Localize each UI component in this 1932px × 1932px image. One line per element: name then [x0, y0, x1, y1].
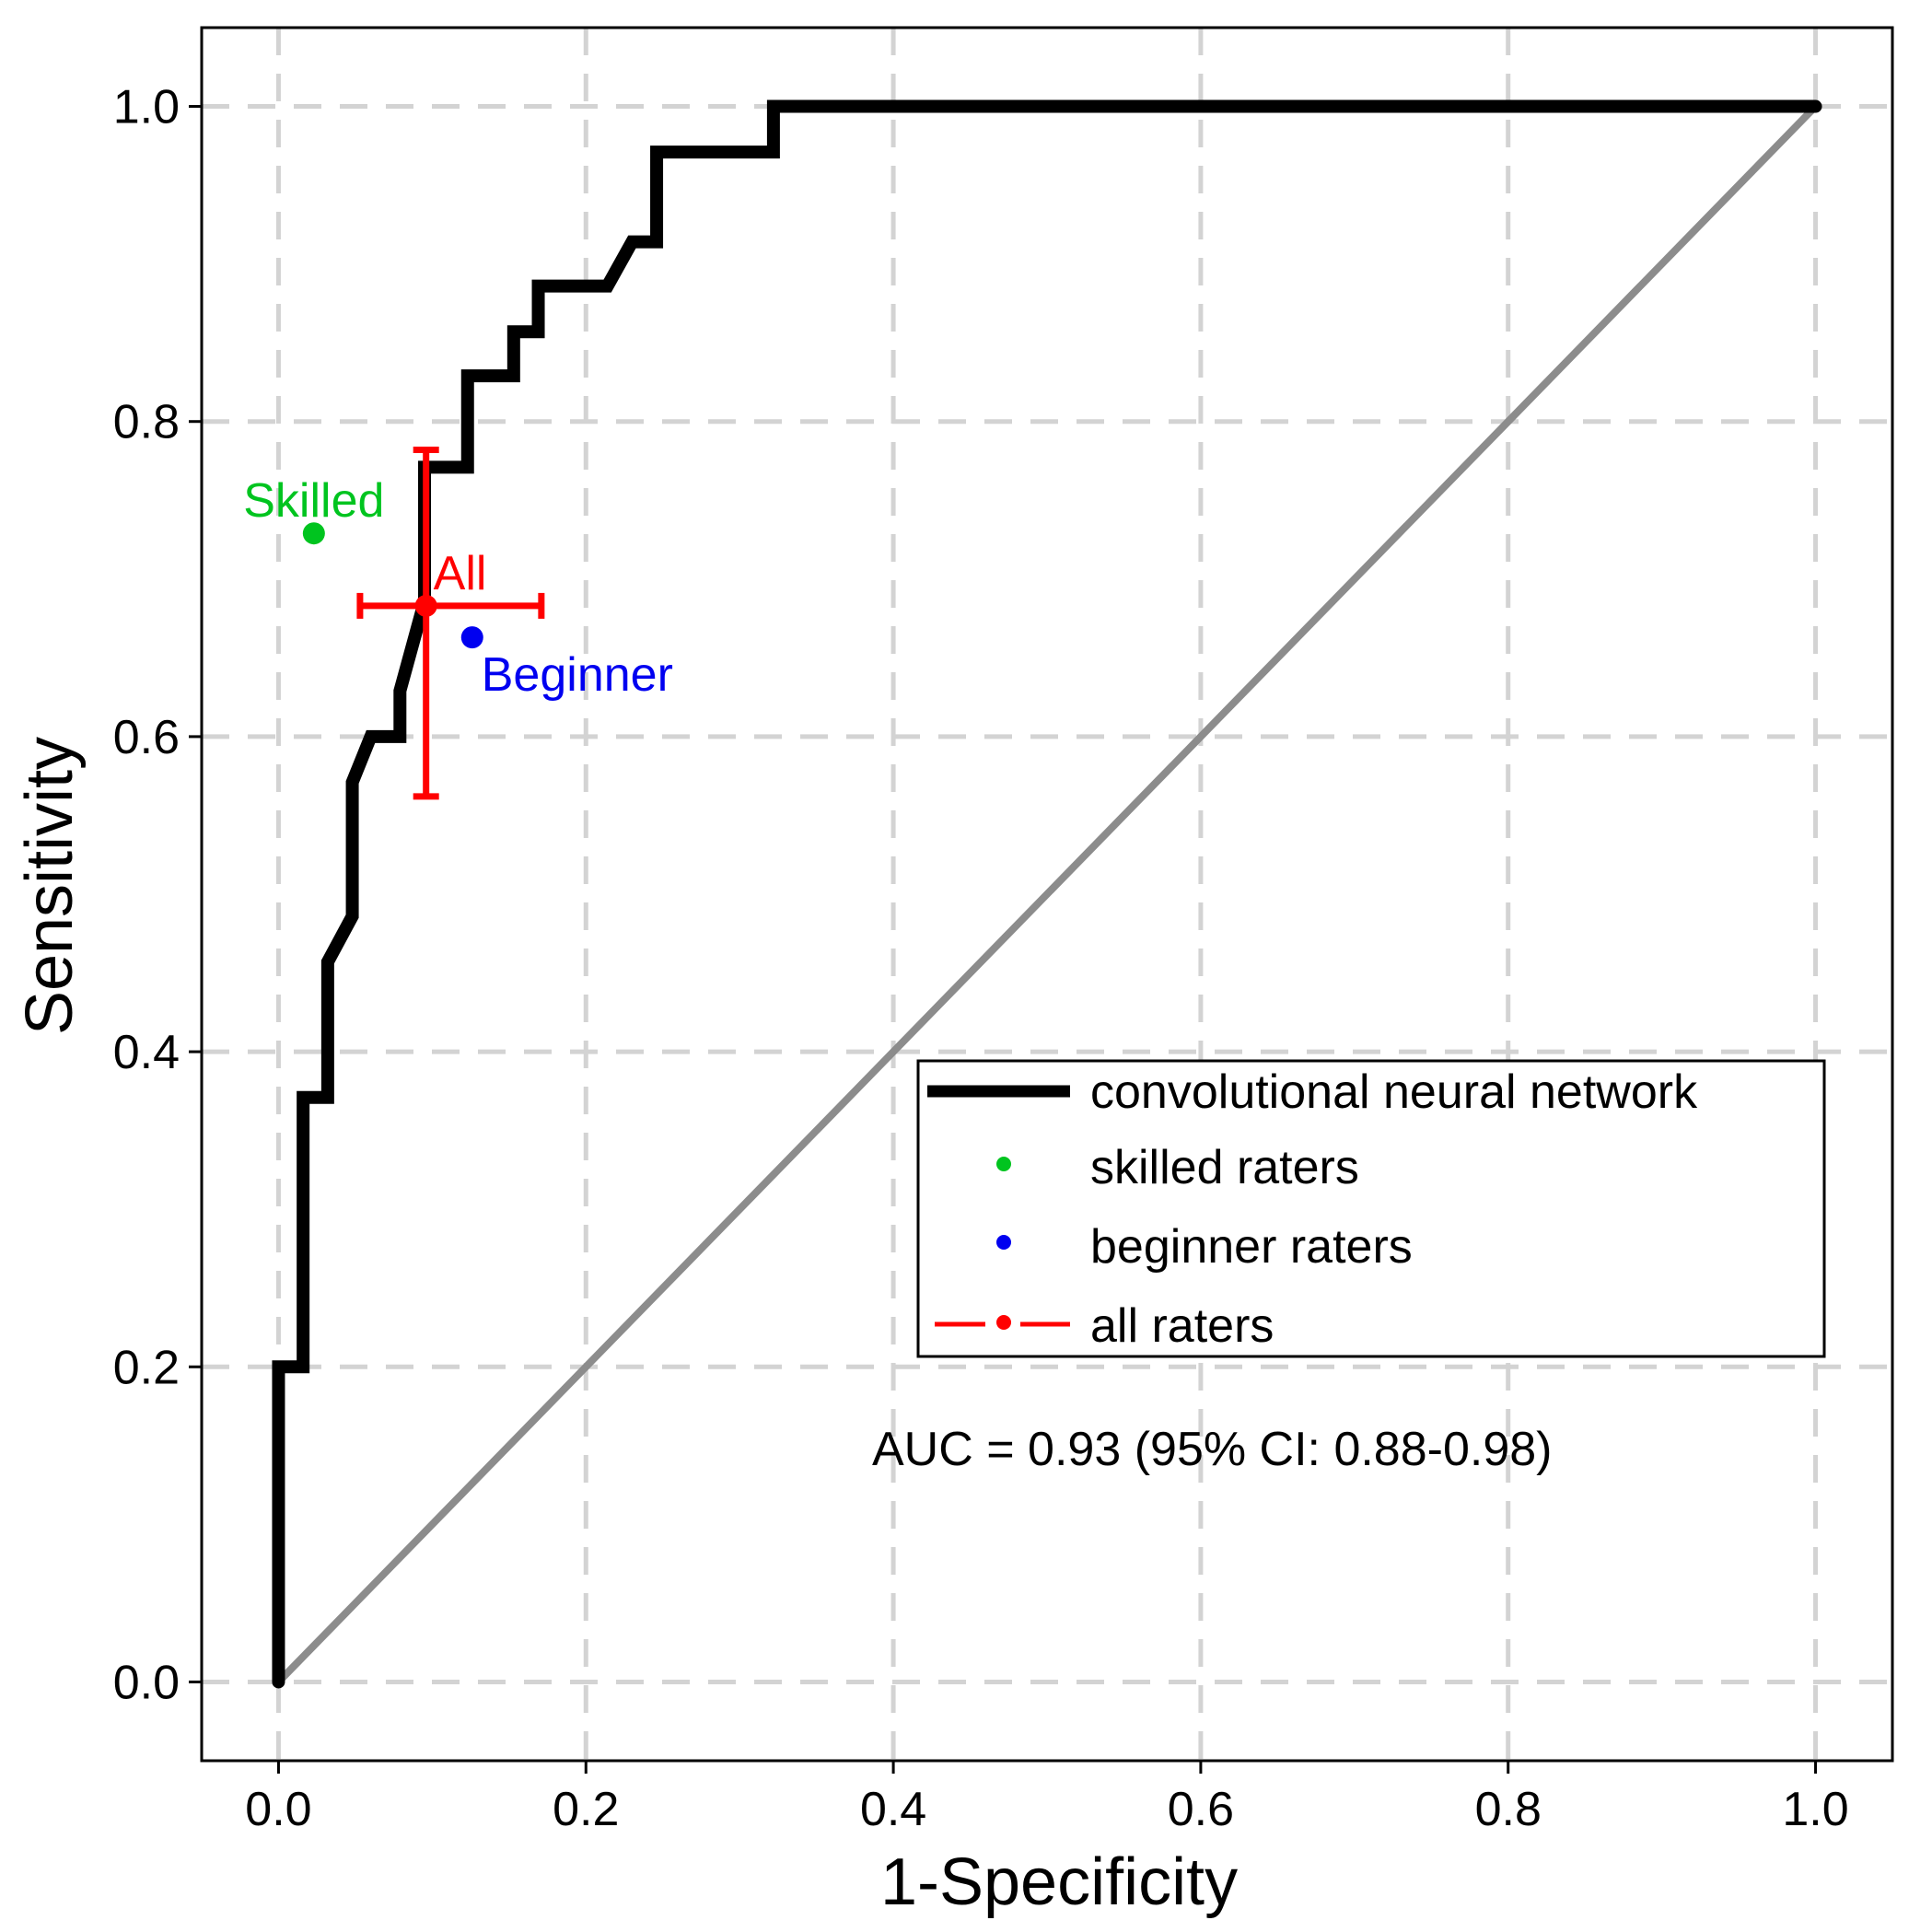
legend-label-skilled: skilled raters [1090, 1141, 1359, 1194]
x-axis-title: 1-Specificity [880, 1845, 1238, 1919]
plot-panel-border [200, 26, 1894, 1763]
auc-annotation: AUC = 0.93 (95% CI: 0.88-0.98) [872, 1423, 1553, 1476]
rater-points: Skilled Beginner All [243, 447, 673, 800]
legend-swatch-all-dot [996, 1315, 1011, 1330]
y-tick-label: 1.0 [113, 81, 180, 134]
x-tick-label: 0.2 [553, 1783, 619, 1836]
legend: convolutional neural network skilled rat… [916, 1059, 1826, 1358]
y-tick-label: 0.6 [113, 711, 180, 764]
x-tick-label: 0.4 [860, 1783, 926, 1836]
legend-box [916, 1059, 1826, 1358]
y-tick-label: 0.4 [113, 1026, 180, 1079]
all-raters-label: All [434, 547, 487, 600]
y-axis: 0.0 0.2 0.4 0.6 0.8 1.0 [113, 81, 202, 1709]
y-axis-title: Sensitivity [13, 737, 87, 1035]
x-tick-label: 0.6 [1168, 1783, 1234, 1836]
skilled-raters-label: Skilled [243, 474, 384, 528]
legend-swatch-skilled [996, 1157, 1011, 1171]
legend-label-beginner: beginner raters [1090, 1220, 1413, 1274]
x-tick-label: 0.8 [1475, 1783, 1542, 1836]
y-tick-label: 0.8 [113, 396, 180, 449]
legend-swatch-beginner [996, 1235, 1011, 1250]
beginner-raters-point [460, 626, 483, 649]
x-axis: 0.0 0.2 0.4 0.6 0.8 1.0 [245, 1761, 1849, 1836]
beginner-raters-label: Beginner [482, 648, 673, 702]
y-tick-label: 0.2 [113, 1341, 180, 1394]
chance-diagonal [274, 102, 1820, 1686]
chance-line [274, 102, 1820, 1686]
x-tick-label: 0.0 [245, 1783, 311, 1836]
legend-label-cnn: convolutional neural network [1090, 1065, 1698, 1119]
cnn-curve-line [272, 99, 1822, 1689]
all-raters-point [414, 594, 437, 617]
y-tick-label: 0.0 [113, 1656, 180, 1709]
x-tick-label: 1.0 [1782, 1783, 1848, 1836]
legend-label-all: all raters [1090, 1299, 1274, 1353]
cnn-roc-curve [272, 99, 1822, 1689]
skilled-raters-point [302, 522, 325, 545]
